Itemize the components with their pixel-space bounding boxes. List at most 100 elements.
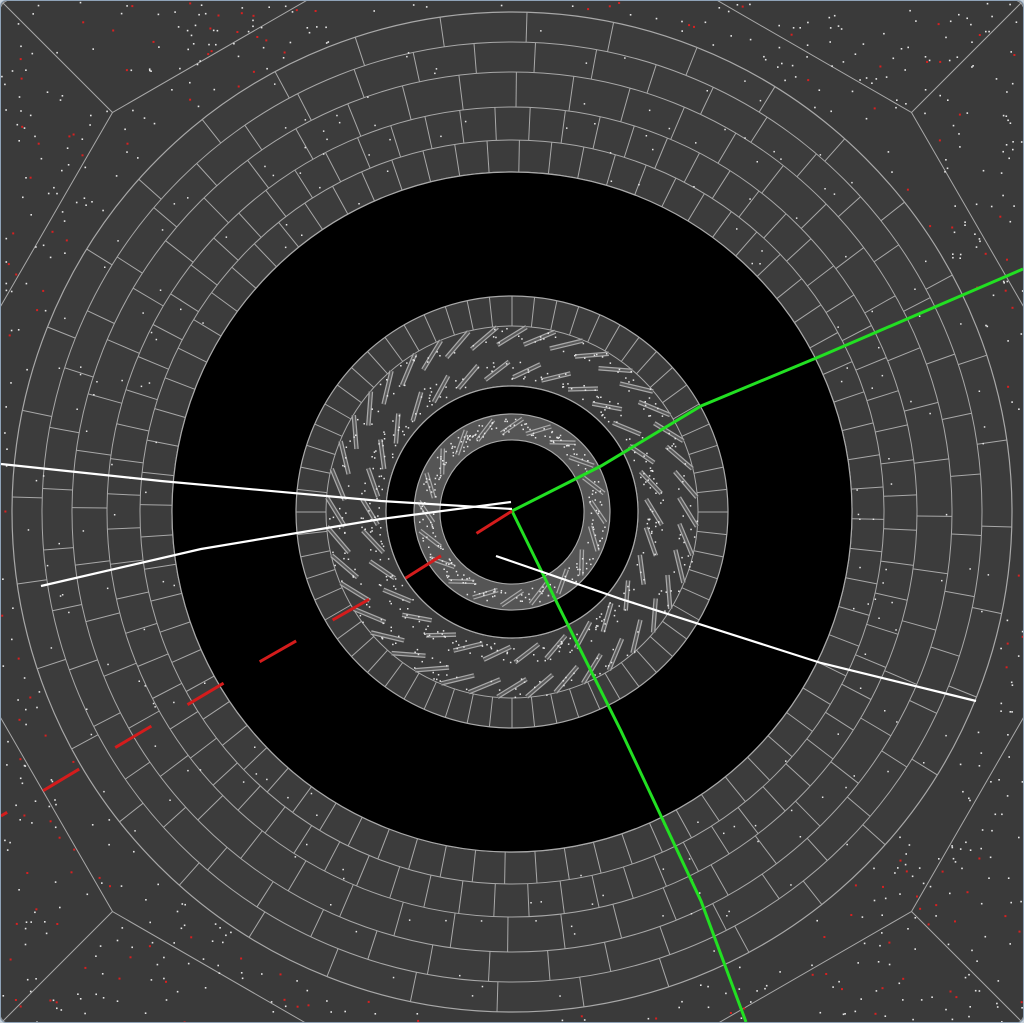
hit-white xyxy=(1009,711,1012,713)
hit-white xyxy=(666,448,669,450)
hit-white xyxy=(842,61,845,63)
hit-white xyxy=(690,528,692,531)
hit-white xyxy=(873,899,876,902)
calo-cell-boundary xyxy=(297,93,312,121)
hit-white xyxy=(289,41,292,44)
hit-white xyxy=(671,445,673,447)
hit-white xyxy=(602,530,604,532)
tracker-ladder-outer-core xyxy=(674,470,698,499)
calo-cell-boundary xyxy=(880,560,914,566)
hit-white xyxy=(654,541,657,543)
hit-white xyxy=(633,588,635,591)
hit-red xyxy=(49,999,52,1002)
hit-white xyxy=(616,421,618,423)
hit-white xyxy=(83,197,86,199)
hit-white xyxy=(594,674,596,676)
hit-white xyxy=(519,600,522,602)
hit-white xyxy=(494,595,496,597)
calo-cell-boundary xyxy=(211,292,238,312)
hit-white xyxy=(391,453,394,455)
hit-white xyxy=(884,1015,887,1017)
hit-red xyxy=(209,27,212,30)
hit-white xyxy=(592,526,594,528)
hit-white xyxy=(352,575,354,577)
tracker-ladder-outer-core xyxy=(582,653,602,684)
hit-white xyxy=(781,62,783,65)
hit-white xyxy=(85,204,87,206)
hit-white xyxy=(945,734,947,737)
hit-white xyxy=(1009,3,1011,6)
hit-white xyxy=(655,521,657,524)
hit-red xyxy=(56,923,59,925)
hit-white xyxy=(501,330,503,333)
hit-white xyxy=(76,408,78,410)
tracker-ladder-outer-core xyxy=(678,496,698,528)
tracker-ladder-outer-core xyxy=(468,678,501,694)
hit-white xyxy=(455,387,458,389)
hit-white xyxy=(560,640,563,643)
hit-white xyxy=(79,998,82,1000)
hit-white xyxy=(899,893,901,895)
hit-white xyxy=(1020,900,1022,903)
hit-white xyxy=(894,872,896,874)
hit-white xyxy=(255,773,258,775)
hit-white xyxy=(980,847,982,850)
hit-white xyxy=(1013,205,1015,207)
hit-white xyxy=(398,415,401,417)
hit-white xyxy=(502,659,505,661)
calo-cell-boundary xyxy=(623,125,635,158)
hit-white xyxy=(386,379,388,381)
tracker-cell-boundary xyxy=(696,530,727,536)
calo-cell-boundary xyxy=(256,881,274,908)
hit-white xyxy=(254,746,256,748)
hit-white xyxy=(381,440,384,442)
hit-white xyxy=(381,488,383,491)
hit-white xyxy=(603,630,606,632)
calo-cell-boundary xyxy=(912,568,948,575)
hit-white xyxy=(383,431,385,433)
calo-cell-boundary xyxy=(851,486,884,490)
hit-white xyxy=(965,841,967,844)
hit-white xyxy=(284,246,287,249)
hit-white xyxy=(595,628,597,631)
hit-white xyxy=(452,451,454,454)
hit-white xyxy=(422,537,424,539)
hit-white xyxy=(493,591,495,593)
calo-cell-boundary xyxy=(367,930,378,960)
hit-white xyxy=(150,70,152,72)
hit-white xyxy=(357,418,359,421)
hit-white xyxy=(204,987,207,989)
hit-white xyxy=(875,78,878,80)
hit-white xyxy=(471,436,474,438)
hit-white xyxy=(154,745,157,747)
hit-white xyxy=(542,586,544,588)
hit-white xyxy=(885,568,887,571)
hit-white xyxy=(371,423,373,425)
hit-white xyxy=(379,534,381,536)
hit-red xyxy=(72,133,75,136)
hit-white xyxy=(589,558,591,561)
tracker-cell-boundary xyxy=(550,693,558,724)
hit-white xyxy=(738,988,741,990)
hit-white xyxy=(382,622,384,625)
hit-white xyxy=(652,148,654,151)
calo-cell-boundary xyxy=(747,756,771,781)
hit-white xyxy=(456,676,458,679)
hit-white xyxy=(325,42,328,44)
hit-white xyxy=(811,964,813,967)
hit-white xyxy=(446,571,448,573)
hit-white xyxy=(368,154,370,156)
hit-white xyxy=(394,578,397,580)
hit-white xyxy=(618,605,620,607)
calo-cell-boundary xyxy=(525,12,528,43)
hit-white xyxy=(381,543,383,545)
pixel-ladder-core xyxy=(425,472,435,499)
hit-white xyxy=(845,786,847,789)
hit-white xyxy=(466,438,469,440)
hit-white xyxy=(463,436,466,438)
hit-white xyxy=(949,892,951,895)
hit-white xyxy=(42,244,45,247)
hit-white xyxy=(124,128,126,131)
tracker-ladder-outer-core xyxy=(331,554,359,579)
